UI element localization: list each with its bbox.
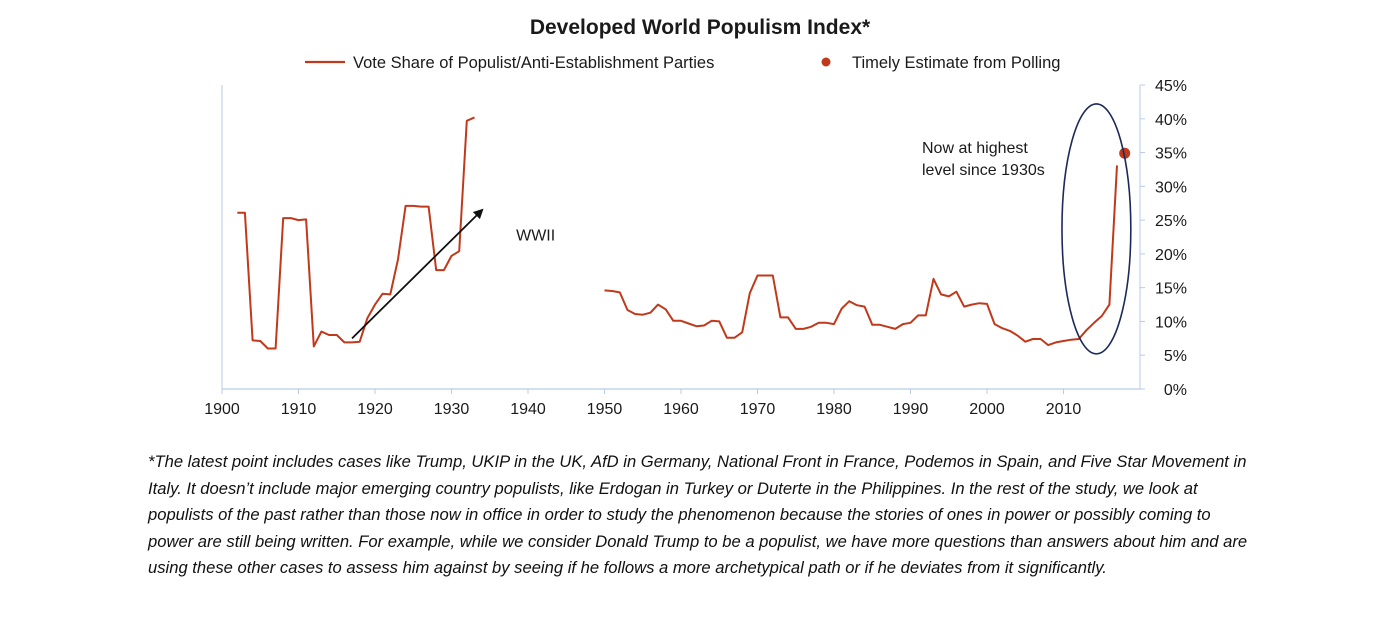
x-tick-label: 1910: [281, 401, 317, 418]
y-tick-label: 15%: [1155, 281, 1187, 298]
vote-share-line-segment: [604, 165, 1118, 347]
series-layer: [237, 116, 1131, 350]
x-tick-label: 2000: [969, 401, 1005, 418]
y-tick-label: 45%: [1155, 78, 1187, 95]
populism-chart: Developed World Populism Index* Vote Sha…: [204, 16, 1187, 418]
x-tick-label: 1980: [816, 401, 852, 418]
highest-level-note-line: Now at highest: [922, 140, 1028, 157]
chart-title: Developed World Populism Index*: [530, 16, 871, 39]
vote-share-line-segment: [237, 116, 475, 350]
y-tick-label: 25%: [1155, 213, 1187, 230]
x-tick-label: 1920: [357, 401, 393, 418]
footnote: *The latest point includes cases like Tr…: [148, 452, 1248, 578]
annotation-layer: WWII Now at highest level since 1930s: [351, 103, 1132, 355]
polling-estimate-point: [1119, 147, 1131, 159]
legend: Vote Share of Populist/Anti-Establishmen…: [305, 54, 1060, 72]
highlight-ellipse: [1061, 103, 1132, 355]
y-tick-label: 0%: [1164, 382, 1187, 399]
x-tick-label: 2010: [1046, 401, 1082, 418]
y-tick-label: 30%: [1155, 179, 1187, 196]
x-tick-label: 1900: [204, 401, 240, 418]
y-tick-label: 10%: [1155, 314, 1187, 331]
y-tick-label: 5%: [1164, 348, 1187, 365]
x-tick-label: 1990: [893, 401, 929, 418]
trend-arrow: [351, 208, 484, 339]
x-tick-label: 1960: [663, 401, 699, 418]
x-tick-label: 1940: [510, 401, 546, 418]
x-tick-label: 1950: [587, 401, 623, 418]
x-tick-label: 1970: [740, 401, 776, 418]
legend-label-vote-share: Vote Share of Populist/Anti-Establishmen…: [353, 54, 714, 72]
legend-label-polling: Timely Estimate from Polling: [852, 54, 1060, 72]
x-tick-label: 1930: [434, 401, 470, 418]
axes: 1900 1910 1920 1930 1940 1950 1960 1970 1980 1990…: [204, 78, 1187, 418]
y-tick-label: 20%: [1155, 247, 1187, 264]
highest-level-note-line: level since 1930s: [922, 162, 1045, 179]
wwii-label: WWII: [516, 227, 555, 244]
legend-dot-swatch: [821, 57, 831, 67]
y-tick-label: 35%: [1155, 146, 1187, 163]
y-tick-label: 40%: [1155, 112, 1187, 129]
